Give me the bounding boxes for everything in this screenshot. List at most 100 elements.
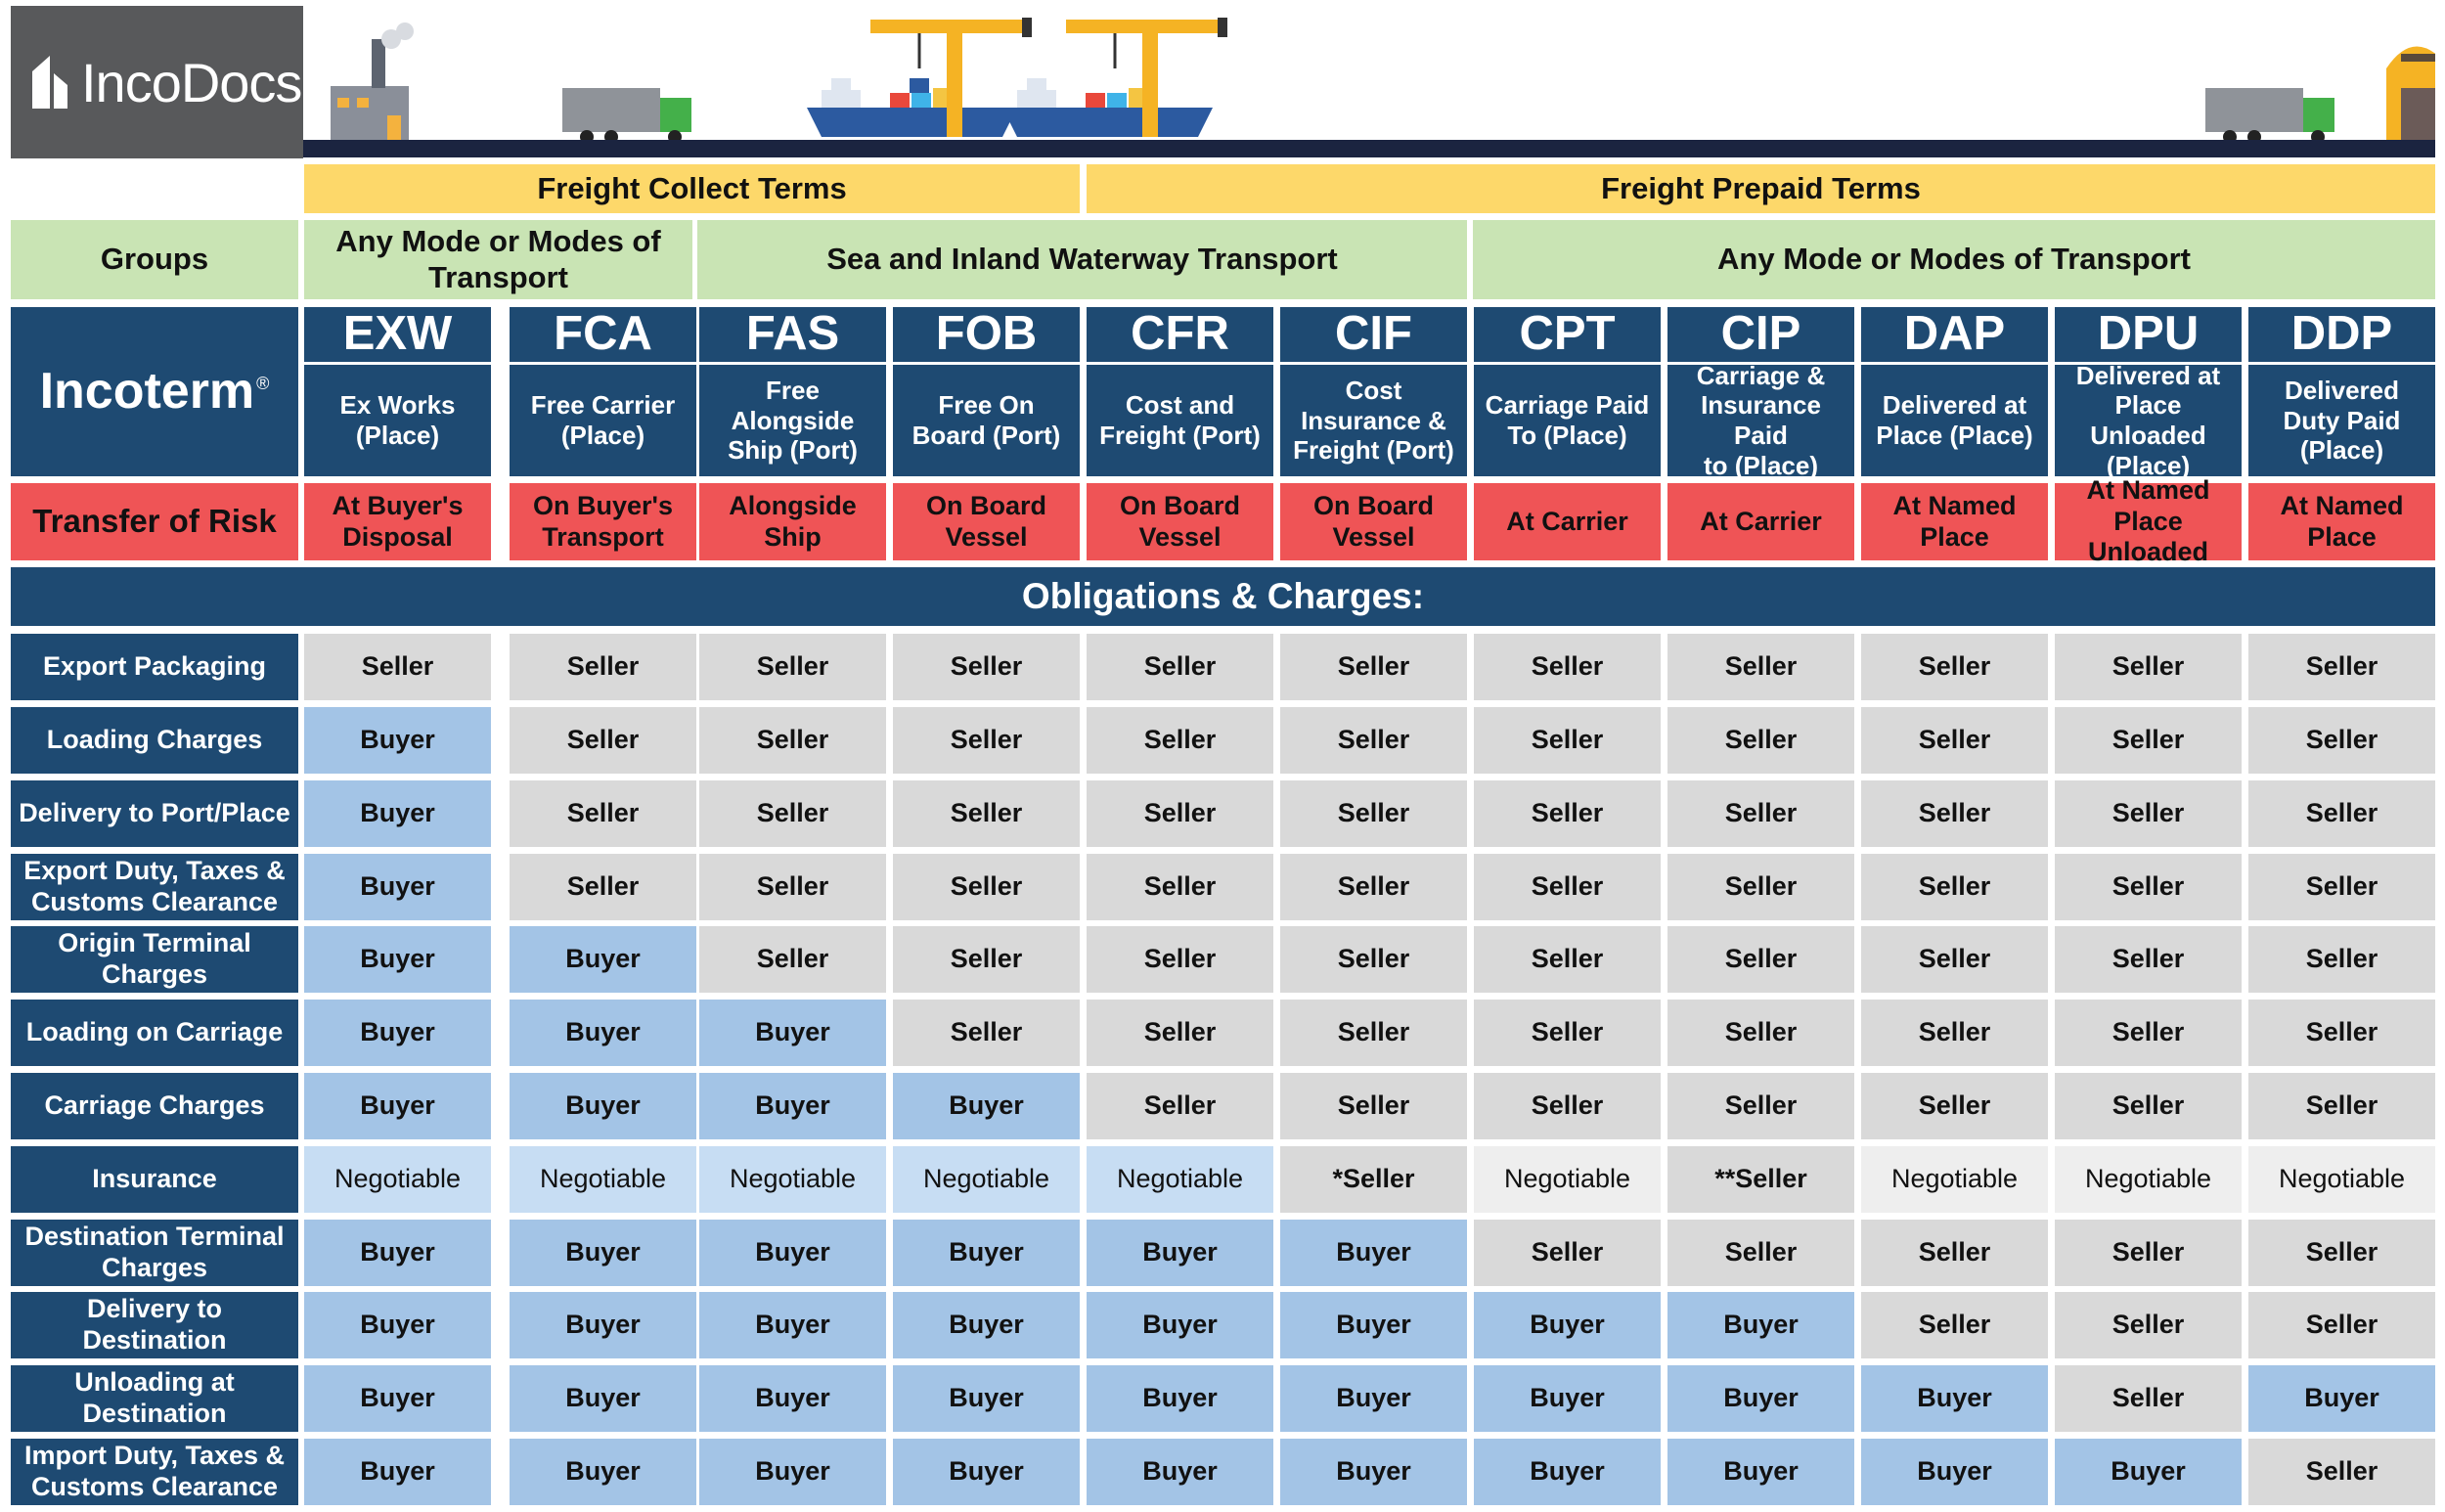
incoterm-name-line: Insurance Paid [1701, 390, 1821, 450]
incoterm-code-ddp: DDP [2248, 307, 2435, 362]
obligation-cell: Seller [1861, 707, 2048, 774]
obligation-cell: Seller [699, 707, 886, 774]
truck-icon [562, 88, 691, 144]
obligation-cell: Buyer [893, 1365, 1080, 1432]
obligation-cell: Seller [1087, 1000, 1273, 1066]
obligation-cell: Seller [1280, 707, 1467, 774]
incoterm-code-cpt: CPT [1474, 307, 1661, 362]
obligation-cell: Seller [1667, 780, 1854, 847]
obligation-cell: Buyer [1667, 1365, 1854, 1432]
incoterm-name-line: Place Unloaded [2090, 390, 2206, 450]
obligation-cell: Seller [2055, 1220, 2242, 1286]
obligation-cell: Seller [1667, 854, 1854, 920]
obligation-label: Destination Terminal Charges [11, 1220, 298, 1286]
obligation-cell: Buyer [699, 1439, 886, 1505]
obligation-cell: Seller [2248, 1220, 2435, 1286]
incoterm-code-fca: FCA [510, 307, 696, 362]
obligation-cell: Buyer [304, 1000, 491, 1066]
incoterm-name-line: Free [766, 375, 820, 405]
obligation-cell: Negotiable [1087, 1146, 1273, 1213]
obligation-cell: Seller [1280, 854, 1467, 920]
obligation-cell: Seller [510, 707, 696, 774]
obligation-cell: Seller [2248, 707, 2435, 774]
incoterm-name-fca: Free Carrier (Place) [510, 365, 696, 476]
obligation-cell: Buyer [1474, 1292, 1661, 1358]
incoterm-code-dpu: DPU [2055, 307, 2242, 362]
logo-text: IncoDocs [81, 51, 302, 113]
obligation-cell: Seller [1861, 854, 2048, 920]
incoterm-name-line: Delivered [2284, 375, 2400, 405]
obligation-cell: Buyer [304, 854, 491, 920]
incoterm-name-cif: Cost Insurance & Freight (Port) [1280, 365, 1467, 476]
obligation-cell: Seller [893, 634, 1080, 700]
risk-transfer-fob: On Board Vessel [893, 483, 1080, 560]
obligation-cell: Seller [304, 634, 491, 700]
group-sea-inland: Sea and Inland Waterway Transport [697, 220, 1467, 299]
obligation-cell: Buyer [893, 1220, 1080, 1286]
freight-prepaid-header: Freight Prepaid Terms [1087, 164, 2435, 213]
obligation-cell: Buyer [304, 707, 491, 774]
obligation-cell: Seller [1280, 926, 1467, 993]
obligation-cell: Buyer [304, 1439, 491, 1505]
obligation-cell: Seller [1474, 634, 1661, 700]
obligation-cell: Seller [1087, 1073, 1273, 1139]
road-divider [303, 140, 2435, 157]
incoterm-name-line: Alongside [731, 405, 855, 435]
obligation-cell: Negotiable [2248, 1146, 2435, 1213]
obligation-cell: Seller [1087, 926, 1273, 993]
obligation-cell: Buyer [304, 780, 491, 847]
obligation-cell: Seller [1280, 1073, 1467, 1139]
obligation-cell: Buyer [510, 1220, 696, 1286]
transfer-of-risk-label: Transfer of Risk [11, 483, 298, 560]
obligation-cell: Seller [1667, 707, 1854, 774]
obligation-cell: Buyer [1861, 1365, 2048, 1432]
obligation-cell: Seller [2055, 1365, 2242, 1432]
ship-crane-icon [1002, 18, 1227, 137]
obligation-cell: Seller [1861, 1220, 2048, 1286]
incoterm-name-fas: Free Alongside Ship (Port) [699, 365, 886, 476]
obligation-cell: Seller [2055, 634, 2242, 700]
obligation-cell: Buyer [304, 1292, 491, 1358]
obligation-cell: Seller [1667, 1073, 1854, 1139]
incoterm-name-line: (Place) [2299, 435, 2384, 466]
incoterm-name-line: Delivered at [2075, 360, 2221, 390]
incoterm-name-line: Freight (Port) [1293, 435, 1454, 466]
incoterm-name-line: (Place) [2106, 450, 2191, 480]
obligation-label: Loading Charges [11, 707, 298, 774]
obligation-cell: Buyer [2055, 1439, 2242, 1505]
risk-transfer-cip: At Carrier [1667, 483, 1854, 560]
obligation-cell: Seller [1667, 926, 1854, 993]
obligation-cell: Buyer [1861, 1439, 2048, 1505]
obligation-cell: Buyer [510, 1439, 696, 1505]
incoterm-code-cip: CIP [1667, 307, 1854, 362]
incoterm-name-line: To (Place) [1507, 421, 1627, 450]
obligation-cell: Negotiable [1474, 1146, 1661, 1213]
incodocs-logo: IncoDocs [11, 6, 303, 158]
obligation-label: Loading on Carriage [11, 1000, 298, 1066]
incoterm-label: Incoterm ® [11, 307, 298, 476]
obligation-label: Import Duty, Taxes & Customs Clearance [11, 1439, 298, 1505]
obligation-cell: Buyer [2248, 1365, 2435, 1432]
obligation-cell: Buyer [510, 1292, 696, 1358]
risk-transfer-dap: At Named Place [1861, 483, 2048, 560]
incoterm-code-fas: FAS [699, 307, 886, 362]
incoterm-code-exw: EXW [304, 307, 491, 362]
obligation-cell: Seller [893, 707, 1080, 774]
obligation-cell: Seller [1861, 780, 2048, 847]
incoterm-name-line: (Place) [560, 421, 645, 450]
obligation-cell: Buyer [699, 1220, 886, 1286]
obligation-cell: Seller [2248, 1292, 2435, 1358]
obligation-label: Unloading at Destination [11, 1365, 298, 1432]
incodocs-mark-icon [32, 56, 67, 109]
incoterm-name-line: Cost [1345, 375, 1402, 405]
incoterm-name-cpt: Carriage Paid To (Place) [1474, 365, 1661, 476]
obligation-cell: Seller [1667, 1220, 1854, 1286]
obligation-label: Delivery to Port/Place [11, 780, 298, 847]
obligation-cell: Seller [1474, 780, 1661, 847]
obligation-cell: Seller [2055, 780, 2242, 847]
obligation-cell: Buyer [699, 1365, 886, 1432]
obligation-cell: Seller [1667, 1000, 1854, 1066]
obligation-cell: Seller [2248, 1439, 2435, 1505]
obligation-cell: Seller [699, 926, 886, 993]
incoterm-name-line: Ex Works [339, 390, 456, 421]
